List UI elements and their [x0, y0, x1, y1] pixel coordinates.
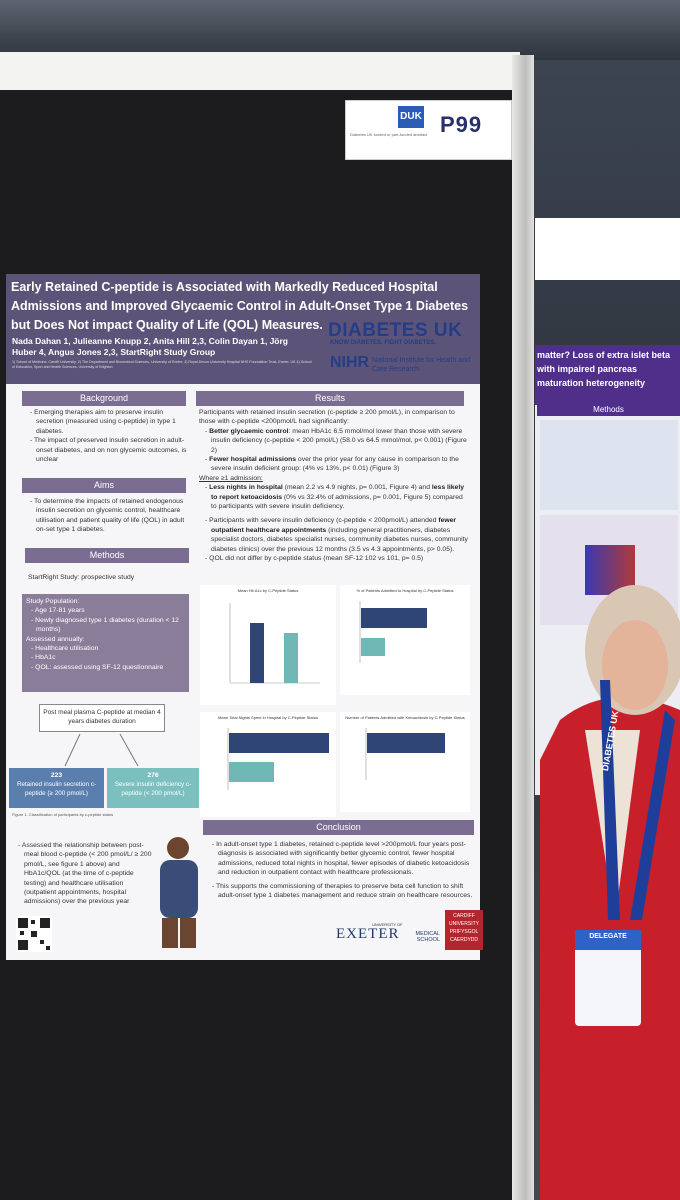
poster-title-band [6, 274, 480, 384]
poster-board-header [0, 52, 520, 94]
methods-study: StartRight Study: prospective study [28, 574, 135, 581]
results-item2-bold: Fewer hospital admissions [209, 456, 297, 464]
methods-relationship: - Assessed the relationship between post… [18, 842, 152, 906]
nihr-logo-text: National Institute for Health and Care R… [372, 357, 471, 373]
poster-number: P99 [440, 112, 483, 137]
results-where: Where ≥1 admission: [199, 474, 263, 482]
exeter-logo: EXETER [336, 926, 400, 942]
results-text: Participants with retained insulin secre… [199, 409, 468, 563]
figure5-ketoacidosis-chart: Number of Patients Admitted with Ketoaci… [340, 712, 470, 812]
study-population-box [22, 594, 189, 692]
presenter-person [540, 585, 680, 1200]
assessed-title: Assessed annually: [26, 635, 85, 643]
results-item3-bold2: less likely to report ketoacidosis [211, 484, 464, 501]
relationship-text: Assessed the relationship between post-m… [21, 842, 152, 906]
results-item3-bold: Less nights in hospital [209, 484, 283, 492]
flow-right-label: Severe insulin deficiency c-peptide (< 2… [114, 781, 192, 797]
conclusion-p2: This supports the commissioning of thera… [216, 882, 473, 900]
results-item4: Participants with severe insulin deficie… [209, 517, 439, 525]
assessed-item: HbA1c [35, 654, 56, 662]
conclusion-text: - In adult-onset type 1 diabetes, retain… [212, 841, 473, 900]
exeter-logo-prefix: UNIVERSITY OF [372, 922, 403, 927]
results-item3: (mean 2.2 vs 4.9 nights, p= 0.001, Figur… [282, 484, 432, 492]
aims-heading: Aims [22, 478, 186, 493]
neighbour-poster-number-card [535, 218, 680, 280]
conclusion-p1: In adult-onset type 1 diabetes, retained… [216, 841, 470, 877]
delegate-badge-label: DELEGATE [589, 933, 627, 940]
figure4-title: Mean Total Nights Spent in Hospital by C… [218, 715, 318, 720]
flow-right-box [107, 768, 199, 808]
neighbour-poster-title-band [535, 345, 680, 405]
results-item3b: (0% vs 32.4% of admissions, p= 0.001, Fi… [211, 493, 463, 511]
results-item5: QOL did not differ by c-peptide status (… [209, 555, 424, 563]
neighbour-methods-figure [540, 420, 678, 510]
figure4-bars [227, 728, 329, 790]
results-item4b: (including general practitioners, diabet… [211, 526, 468, 553]
poster-title: Early Retained C-peptide is Associated w… [11, 280, 469, 332]
study-population-text: Study Population: - Age 17-81 years - Ne… [26, 597, 186, 672]
figure3-title: % of Patients Admitted to Hospital by C-… [356, 588, 454, 593]
nihr-logo: NIHR [330, 354, 370, 371]
aims-text: - To determine the impacts of retained e… [30, 498, 185, 534]
figure1-caption: Figure 1. Classification of participants… [12, 812, 114, 817]
poster-affiliations: 1) School of Medicine, Cardiff Universit… [12, 360, 312, 369]
figure3-admissions-chart: % of Patients Admitted to Hospital by C-… [340, 585, 470, 695]
results-item1: : mean HbA1c 6.5 mmol/mol lower than tho… [211, 427, 467, 454]
flow-top-box: Post meal plasma C-peptide at median 4 y… [39, 704, 165, 732]
figure3-bars [359, 601, 427, 663]
flow-arrows [64, 733, 139, 767]
exeter-school: MEDICAL SCHOOL [415, 931, 440, 943]
flow-left-label: Retained insulin secretion c-peptide (≥ … [16, 781, 97, 797]
neighbour-methods-heading: Methods [537, 404, 680, 416]
flow-right-n: 276 [147, 772, 159, 779]
figure5-bars [365, 728, 445, 780]
results-intro: Participants with retained insulin secre… [199, 409, 455, 426]
figure2-bars [229, 603, 320, 684]
flow-left-n: 223 [50, 772, 63, 779]
poster-authors: Nada Dahan 1, Julieanne Knupp 2, Anita H… [12, 336, 288, 357]
cardiff-logo: CARDIFF UNIVERSITY PRIFYSGOL CAERDYDD [445, 910, 483, 950]
conclusion-heading: Conclusion [203, 820, 474, 835]
neighbour-poster-title: matter? Loss of extra islet beta with im… [537, 350, 671, 388]
diabetes-uk-tagline: KNOW DIABETES. FIGHT DIABETES. [330, 340, 437, 346]
duk-logo: DUK [398, 106, 424, 128]
figure5-title: Number of Patients Admitted with Ketoaci… [345, 715, 465, 720]
duk-funding-note: Diabetes UK funded or part-funded abstra… [350, 132, 428, 137]
assessed-item: QOL: assessed using SF-12 questionnaire [35, 663, 164, 671]
assessed-item: Healthcare utilisation [35, 645, 99, 653]
flow-left-box [9, 768, 104, 808]
researcher-illustration [160, 837, 198, 948]
qr-code-icon [16, 916, 52, 952]
background-bullet: The impact of preserved insulin secretio… [34, 437, 187, 464]
results-item2: over the prior year for any cause in com… [211, 456, 459, 473]
results-heading: Results [196, 391, 464, 406]
aims-body: To determine the impacts of retained end… [34, 498, 185, 534]
figure4-nights-chart: Mean Total Nights Spent in Hospital by C… [200, 712, 336, 817]
population-item: Age 17-81 years [34, 607, 85, 615]
diabetes-uk-logo: DIABETES UK [328, 320, 463, 341]
population-item: Newly diagnosed type 1 diabetes (duratio… [35, 616, 179, 634]
background-heading: Background [22, 391, 186, 406]
poster-board-frame [512, 55, 534, 1200]
results-item1-bold: Better glycaemic control [209, 427, 289, 435]
background-list: - Emerging therapies aim to preserve ins… [30, 409, 187, 464]
results-item4-bold: fewer outpatient healthcare appointments [211, 517, 457, 534]
figure2-hba1c-chart: Mean Hb A1c by C-Peptide Status [200, 585, 336, 705]
background-bullet: Emerging therapies aim to preserve insul… [34, 409, 176, 435]
figure2-title: Mean Hb A1c by C-Peptide Status [237, 588, 299, 593]
population-title: Study Population: [26, 598, 80, 605]
methods-heading: Methods [25, 548, 189, 563]
poster-number-card [345, 100, 512, 160]
